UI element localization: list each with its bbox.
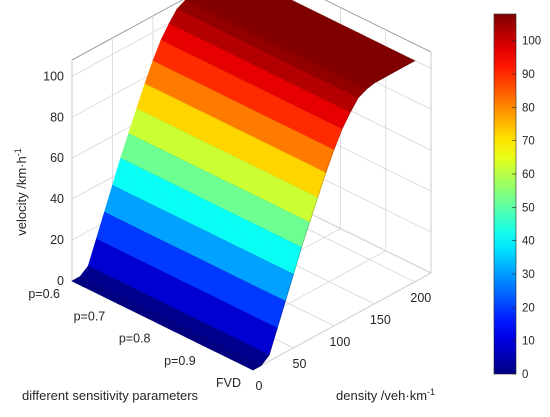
axis-ticks: 0 20 40 60 80 100 0 50 100 150 200 p=0.6 p=0.7 p=0.8 p…: [28, 69, 431, 393]
colorbar-gradient: [493, 13, 517, 375]
z-tick-label: 60: [50, 151, 64, 165]
z-axis-label: velocity /km·h-1: [13, 148, 29, 235]
x-axis-label: density /veh·km-1: [336, 387, 435, 403]
surface-mesh-line: [104, 211, 286, 302]
surface-mesh-line: [290, 0, 415, 62]
surface-mesh-line: [222, 0, 383, 79]
surface-mesh-line: [168, 23, 351, 113]
colorbar-tick-label: 0: [522, 369, 528, 381]
surface-mesh-line: [273, 0, 407, 66]
z-tick-label: 0: [57, 274, 64, 288]
surface-mesh-line: [96, 238, 278, 329]
surface-patch: [241, 359, 262, 371]
x-tick-label: 50: [293, 357, 307, 371]
surface-mesh-line: [177, 8, 359, 99]
colorbar-tick-label: 90: [522, 69, 535, 81]
colorbar-tick-label: 50: [522, 202, 535, 214]
surface-mesh-line: [239, 0, 391, 75]
colorbar-tick-label: 80: [522, 102, 535, 114]
surface-mesh-line: [185, 0, 367, 90]
surface-mesh-line: [256, 0, 399, 70]
z-tick-label: 100: [43, 69, 64, 83]
colorbar: 0 10 20 30 40 50 60 70 80 90 100: [493, 13, 541, 381]
z-tick-label: 40: [50, 192, 64, 206]
colorbar-tick-label: 10: [522, 336, 535, 348]
colorbar-tick-label: 40: [522, 236, 535, 248]
colorbar-tick-label: 70: [522, 136, 535, 148]
series-FVD-edge: [252, 60, 415, 371]
y-tick-label: p=0.8: [119, 332, 151, 346]
x-tick-label: 100: [329, 335, 350, 349]
surface-mesh-line: [160, 39, 343, 130]
surface-mesh-line: [152, 60, 335, 151]
surface-mesh-line: [136, 108, 318, 198]
surface: [71, 0, 416, 371]
colorbar-tick-label: 30: [522, 269, 535, 281]
colorbar-ticks: 0 10 20 30 40 50 60 70 80 90 100: [512, 36, 541, 381]
surface-mesh-line: [120, 158, 302, 248]
surface-mesh-line: [112, 185, 294, 275]
z-tick-label: 20: [50, 233, 64, 247]
z-tick-label: 80: [50, 110, 64, 124]
surface-front-edge: [252, 60, 415, 371]
x-tick-label: 200: [410, 291, 431, 305]
z-gridline: [71, 0, 213, 77]
surface-mesh-line: [128, 133, 310, 223]
y-tick-label: p=0.6: [28, 287, 60, 301]
surface-mesh-line: [71, 280, 254, 371]
y-gridline: [252, 272, 432, 371]
x-tick-label: 150: [370, 313, 391, 327]
y-tick-label: p=0.7: [74, 309, 106, 323]
colorbar-tick-label: 100: [522, 36, 541, 48]
surface-mesh-line: [79, 276, 262, 366]
surface-mesh-line: [144, 83, 326, 174]
box-edge: [71, 0, 183, 61]
y-tick-label: FVD: [216, 376, 241, 390]
y-axis-label: different sensitivity parameters: [22, 388, 199, 403]
surface-mesh-line: [205, 0, 375, 84]
x-tick-label: 0: [256, 379, 263, 393]
colorbar-tick-label: 60: [522, 169, 535, 181]
colorbar-tick-label: 20: [522, 302, 535, 314]
surface-mesh-line: [88, 265, 270, 356]
surface-patch: [239, 0, 248, 3]
y-tick-label: p=0.9: [164, 354, 196, 368]
